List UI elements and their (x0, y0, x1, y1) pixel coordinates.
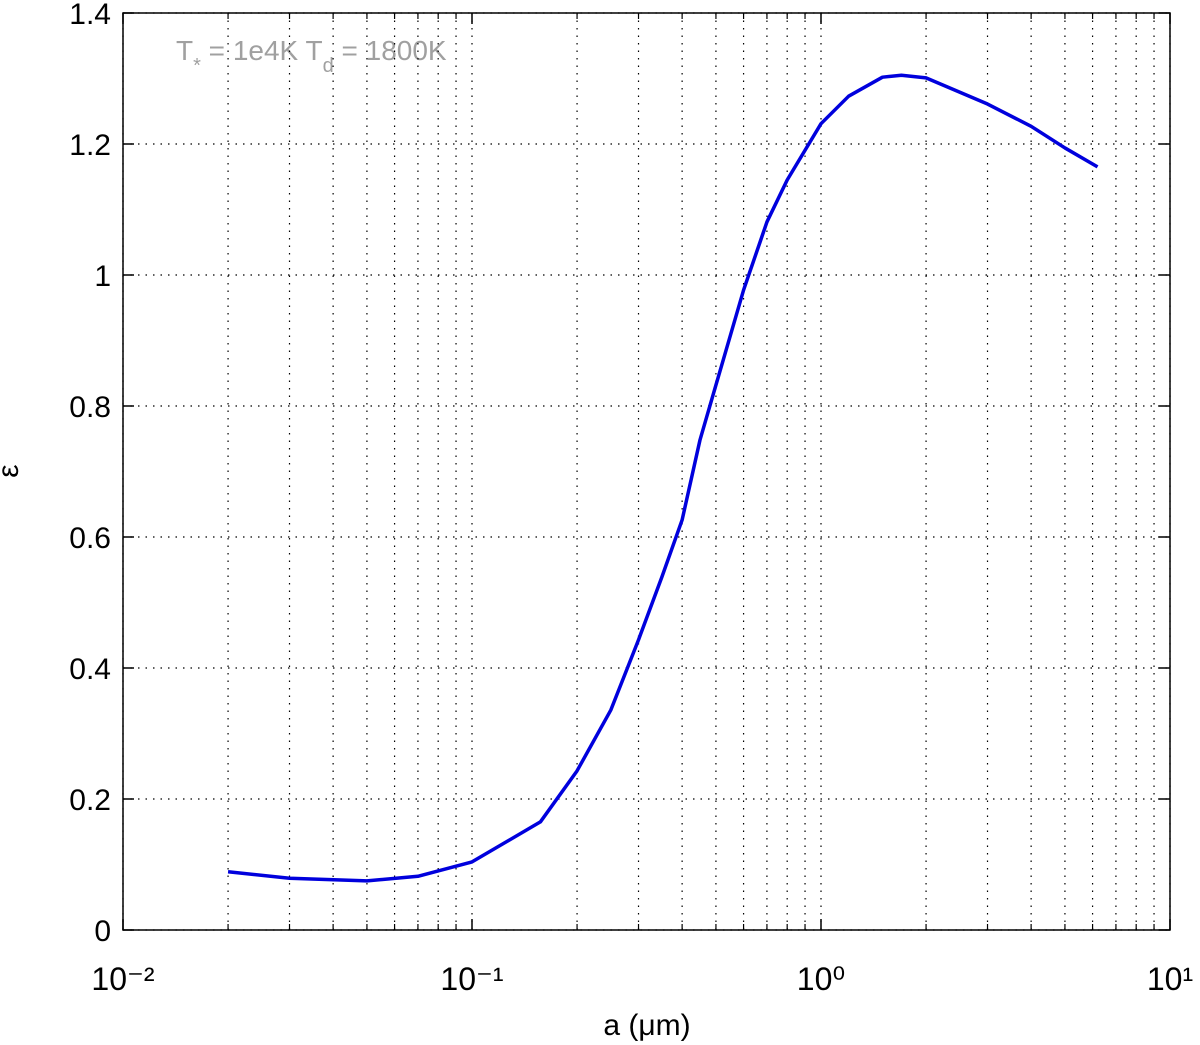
x-tick-label: 10⁰ (797, 961, 845, 997)
annotation-text: = 1e4K T (201, 35, 323, 66)
plot-frame (122, 12, 1171, 931)
y-tick-label: 1.4 (69, 0, 111, 31)
y-tick-label: 0.8 (69, 391, 111, 424)
x-tick-label: 10⁻² (91, 961, 154, 997)
y-axis-label: ε (0, 464, 25, 477)
y-tick-label: 1 (94, 260, 111, 293)
annotation: T* = 1e4K Td = 1800K (176, 35, 447, 77)
annotation-subscript: d (323, 55, 334, 77)
y-tick-label: 0.4 (69, 653, 111, 686)
x-tick-label: 10⁻¹ (440, 961, 503, 997)
y-tick-label: 0.2 (69, 784, 111, 817)
annotation-text: T (176, 35, 193, 66)
data-line (227, 73, 1099, 883)
y-tick-label: 1.2 (69, 129, 111, 162)
y-tick-label: 0 (94, 915, 111, 948)
annotation-text: = 1800K (334, 35, 447, 66)
x-axis-label: a (μm) (603, 1009, 690, 1042)
annotation-subscript: * (193, 55, 201, 77)
x-tick-label: 10¹ (1147, 961, 1193, 997)
y-tick-label: 0.6 (69, 522, 111, 555)
